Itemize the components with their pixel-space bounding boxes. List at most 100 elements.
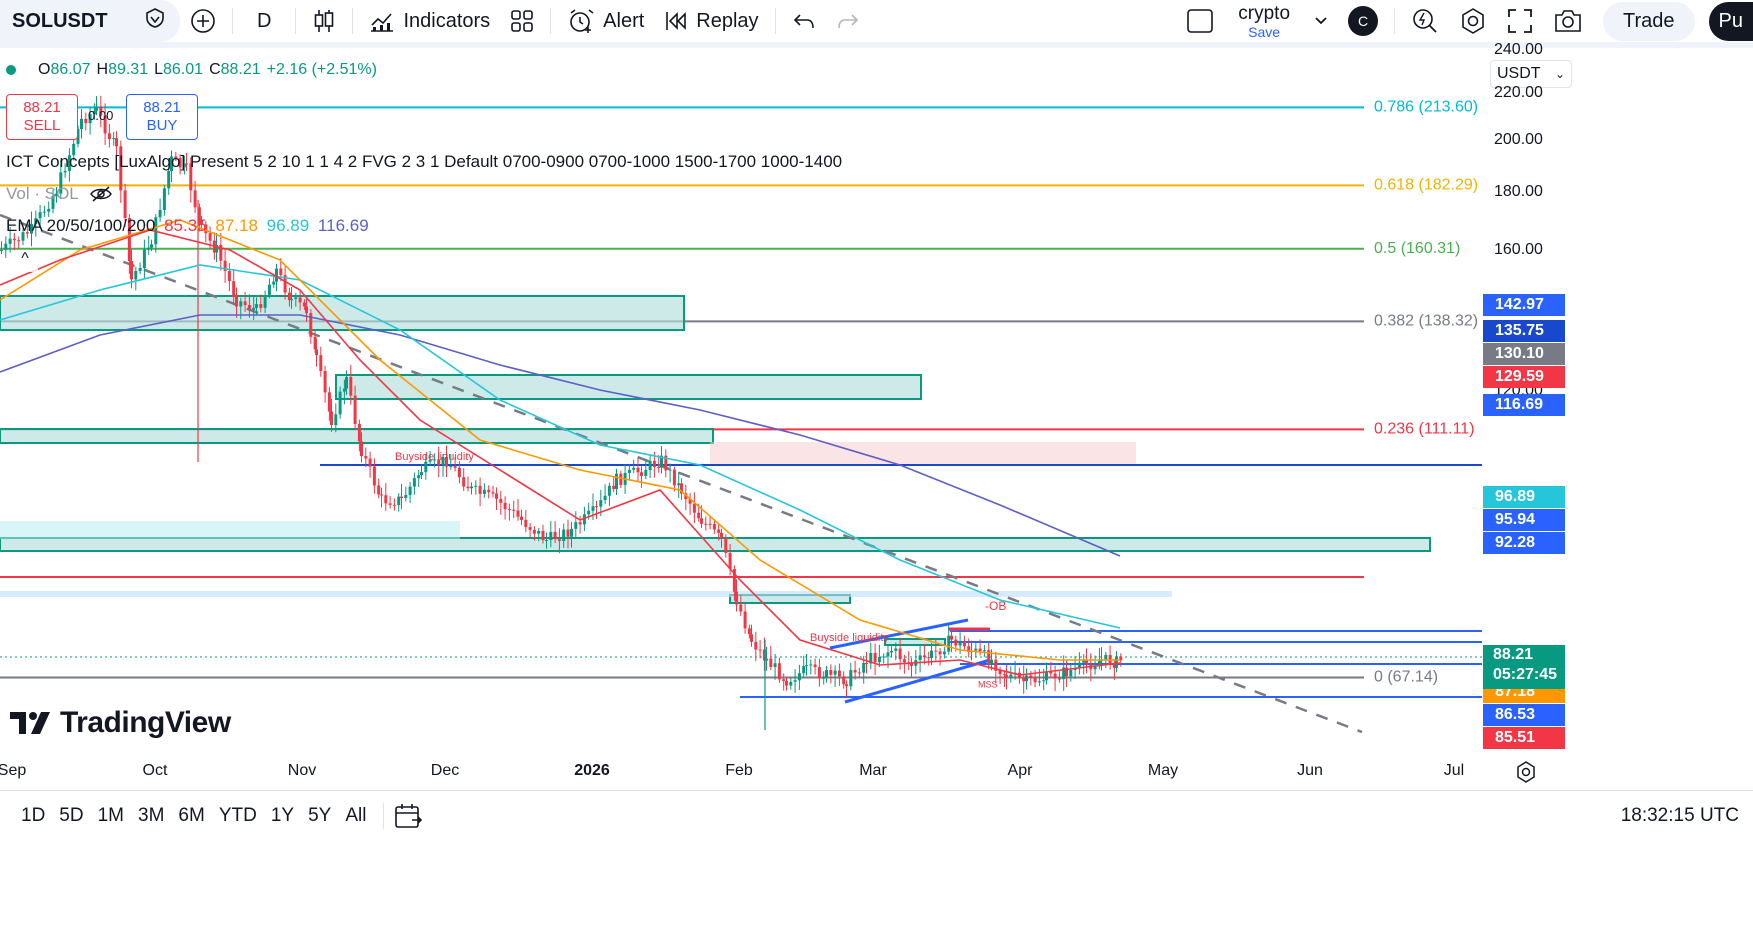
candle-body (1057, 678, 1061, 680)
publish-button[interactable]: Pu (1708, 1, 1753, 41)
legend-collapse-button[interactable]: ^ (12, 250, 38, 272)
layout-dropdown[interactable] (1304, 0, 1338, 42)
candle-body (720, 532, 723, 538)
market-status-dot[interactable] (6, 65, 16, 75)
sell-button[interactable]: 88.21 SELL (6, 94, 78, 140)
candle-body (1033, 677, 1037, 683)
indicators-button[interactable]: Indicators (359, 0, 500, 42)
candle-body (603, 495, 607, 501)
save-label[interactable]: Save (1248, 23, 1281, 40)
buy-button[interactable]: 88.21 BUY (126, 94, 198, 140)
price-level-tag[interactable]: 96.89 (1483, 485, 1565, 508)
candle-body (747, 628, 751, 635)
time-axis[interactable]: Sep Oct Nov Dec 2026 Feb Mar Apr May Jun Jul (0, 754, 1753, 784)
candle-body (1042, 680, 1046, 682)
range-button-1m[interactable]: 1M (91, 805, 131, 827)
range-button-1y[interactable]: 1Y (264, 805, 301, 827)
price-level-tag[interactable]: 129.59 (1483, 365, 1565, 388)
price-chart[interactable]: 1 (253.47)0.786 (213.60)0.618 (182.29)0.… (0, 54, 1482, 754)
price-level-tag[interactable]: 116.69 (1483, 394, 1565, 417)
axis-settings-icon[interactable] (1514, 760, 1538, 784)
price-level-tag[interactable]: 142.97 (1483, 294, 1565, 317)
wedge-lower-line (844, 658, 991, 704)
candle-body (255, 304, 258, 308)
tradingview-logo[interactable]: TradingView (10, 706, 231, 740)
candle-body (167, 171, 171, 189)
candle-body (837, 670, 841, 677)
candle-body (652, 460, 656, 467)
candle-body (950, 635, 953, 640)
candle-body (599, 500, 603, 507)
ema-indicator-legend[interactable]: EMA 20/50/100/200 85.35 87.18 96.89 116.… (6, 216, 369, 236)
chart-type-button[interactable] (302, 0, 346, 42)
layout-save-block[interactable]: crypto Save (1238, 4, 1290, 39)
range-button-6m[interactable]: 6M (171, 805, 211, 827)
time-axis-label: Jul (1443, 762, 1465, 779)
candle-body (566, 529, 570, 537)
price-level-tag[interactable]: 95.94 (1483, 508, 1565, 531)
currency-select[interactable]: USDT ⌄ (1490, 60, 1572, 88)
redo-button[interactable] (826, 0, 870, 42)
layout-select-button[interactable] (1176, 0, 1224, 42)
fib-level-label: 0.618 (182.29) (1374, 177, 1478, 194)
time-axis-label: Jun (1297, 762, 1323, 779)
snapshot-button[interactable] (1543, 0, 1593, 42)
candle-body (724, 537, 728, 553)
toolbar-divider (550, 8, 552, 34)
candle-body (732, 569, 736, 592)
range-button-3m[interactable]: 3M (131, 805, 171, 827)
candle-body (334, 414, 338, 426)
candle-body (21, 232, 25, 241)
price-level-tag[interactable]: 130.10 (1483, 342, 1565, 365)
candle-body (130, 261, 133, 280)
price-level-tag[interactable]: 135.75 (1483, 319, 1565, 342)
undo-button[interactable] (782, 0, 826, 42)
quick-search-button[interactable] (1401, 0, 1449, 42)
volume-label: Vol · SOL (6, 184, 79, 203)
price-level-tag[interactable]: 85.51 (1483, 727, 1565, 749)
candle-body (1069, 669, 1073, 677)
candle-body (189, 163, 193, 191)
candle-body (708, 523, 712, 525)
range-button-5y[interactable]: 5Y (301, 805, 338, 827)
candle-body (499, 498, 503, 503)
replay-button[interactable]: Replay (654, 0, 768, 42)
volume-indicator-legend[interactable]: Vol · SOL (6, 184, 113, 204)
symbol-search[interactable]: SOLUSDT (0, 0, 180, 42)
sparkle-shield-icon[interactable] (144, 7, 166, 35)
candle-body (239, 301, 243, 307)
range-button-1d[interactable]: 1D (14, 805, 52, 827)
avatar[interactable]: C (1348, 6, 1379, 36)
account-button[interactable]: C (1338, 0, 1388, 42)
candle-body (845, 684, 848, 687)
calendar-goto-icon[interactable] (394, 803, 423, 829)
candle-body (47, 208, 51, 212)
price-level-tag[interactable]: 86.53 (1483, 704, 1565, 726)
alert-button[interactable]: Alert (557, 0, 654, 42)
candle-body (99, 106, 103, 116)
range-button-5d[interactable]: 5D (52, 805, 90, 827)
ema50-value: 87.18 (215, 216, 258, 235)
layout-save-menu[interactable]: crypto Save (1224, 0, 1304, 42)
utc-clock[interactable]: 18:32:15 UTC (1620, 804, 1739, 826)
candle-body (797, 673, 801, 681)
candle-body (1082, 659, 1086, 663)
candle-body (833, 670, 837, 675)
fullscreen-button[interactable] (1497, 0, 1543, 42)
interval-button[interactable]: D (239, 0, 289, 42)
ict-indicator-legend[interactable]: ICT Concepts [LuxAlgo] Present 5 2 10 1 … (6, 152, 843, 171)
templates-button[interactable] (500, 0, 544, 42)
candle-body (632, 467, 636, 470)
trade-button[interactable]: Trade (1603, 1, 1695, 41)
candle-body (158, 209, 162, 218)
alert-label: Alert (603, 9, 645, 32)
candle-body (42, 211, 46, 213)
range-button-ytd[interactable]: YTD (212, 805, 264, 827)
price-level-tag[interactable]: 92.28 (1483, 531, 1565, 554)
candle-body (802, 666, 806, 674)
compare-add-button[interactable] (180, 0, 226, 42)
candle-body (313, 336, 317, 350)
candle-body (182, 163, 186, 168)
range-button-all[interactable]: All (338, 805, 373, 827)
settings-button[interactable] (1449, 0, 1497, 42)
